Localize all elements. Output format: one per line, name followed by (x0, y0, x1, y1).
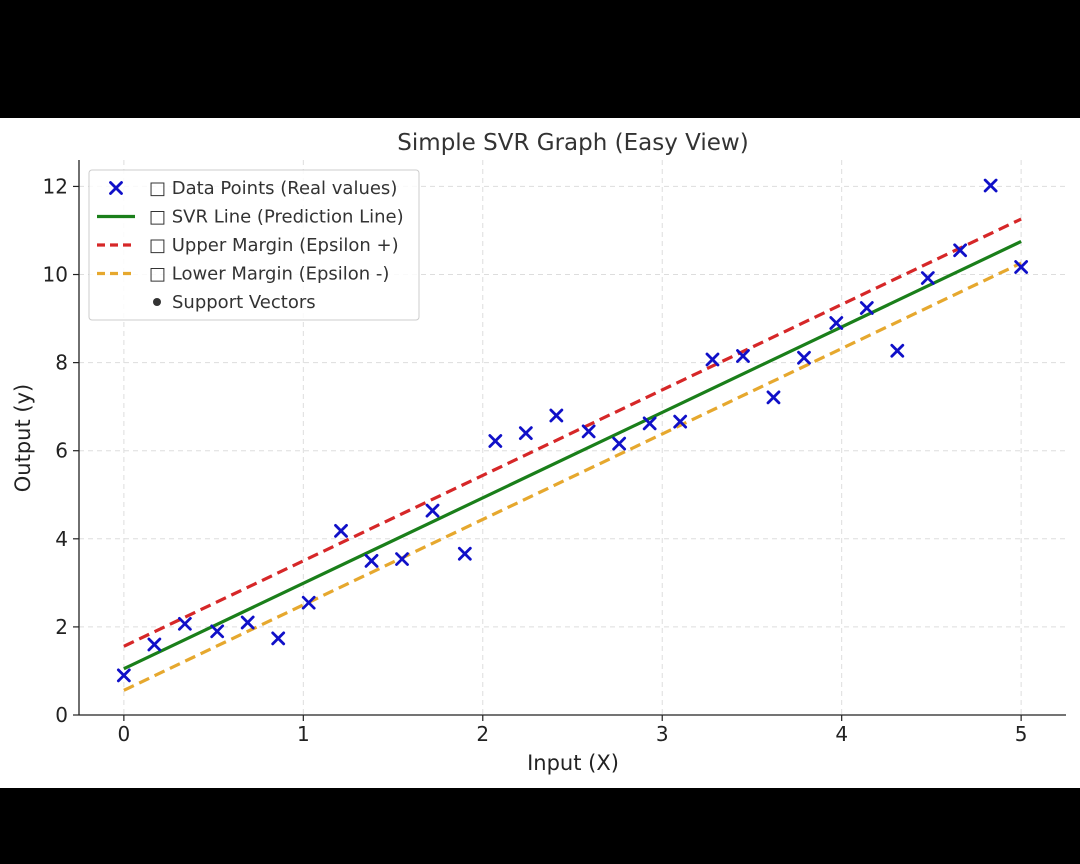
legend-item: Support Vectors (153, 292, 316, 313)
point-x-stroke-b (581, 424, 596, 439)
data-point (642, 416, 657, 431)
point-x-stroke-b (797, 350, 811, 365)
data-point (766, 390, 781, 405)
data-point (240, 615, 255, 630)
data-point (177, 616, 192, 631)
y-tick-label: 0 (55, 703, 68, 727)
point-x-stroke-b (457, 546, 472, 561)
x-tick-label: 5 (1015, 722, 1028, 746)
data-point (364, 553, 379, 568)
x-axis-label: Input (X) (527, 751, 619, 775)
point-x-stroke-b (518, 426, 533, 440)
data-point (334, 523, 348, 538)
y-tick-label: 10 (43, 263, 68, 287)
point-x-stroke-b (890, 343, 905, 358)
point-x-stroke-b (983, 178, 998, 193)
axes (73, 160, 1066, 721)
y-tick-label: 12 (43, 174, 68, 198)
point-x-stroke-b (240, 615, 255, 630)
legend-label: □ Lower Margin (Epsilon -) (149, 264, 389, 285)
point-x-stroke-b (147, 637, 162, 652)
data-point (797, 350, 811, 365)
point-x-stroke-b (210, 624, 225, 639)
y-tick-label: 8 (55, 351, 68, 375)
data-point (581, 424, 596, 439)
legend-label: □ Upper Margin (Epsilon +) (149, 235, 399, 256)
data-point (210, 624, 225, 639)
point-x-stroke-b (271, 631, 286, 646)
legend-label: □ SVR Line (Prediction Line) (149, 207, 404, 228)
legend-box (88, 169, 420, 321)
chart-title: Simple SVR Graph (Easy View) (397, 130, 748, 156)
data-point (983, 178, 998, 193)
y-axis-label: Output (y) (11, 384, 35, 492)
data-point (890, 343, 905, 358)
legend-item: □ SVR Line (Prediction Line) (97, 207, 404, 228)
data-point (953, 243, 968, 258)
point-x-stroke-b (364, 553, 379, 568)
data-point (116, 668, 131, 683)
legend-item: □ Upper Margin (Epsilon +) (97, 235, 399, 256)
x-tick-label: 1 (297, 722, 310, 746)
chart-canvas: Simple SVR Graph (Easy View) 0 1 2 3 4 502468… (11, 130, 1066, 775)
series-layer (116, 178, 1029, 692)
data-point (271, 631, 286, 646)
data-point (425, 503, 440, 518)
point-x-stroke-b (395, 552, 409, 566)
point-x-stroke-b (301, 595, 316, 610)
legend-item: □ Data Points (Real values) (109, 178, 397, 199)
data-point (829, 316, 844, 330)
point-x-stroke-b (334, 523, 348, 538)
point-x-stroke-b (766, 390, 781, 405)
point-x-stroke-b (177, 616, 192, 631)
series-line (123, 261, 1022, 692)
x-tick-label: 4 (835, 722, 848, 746)
point-x-stroke-b (920, 271, 935, 285)
y-tick-label: 6 (55, 439, 68, 463)
data-point (705, 352, 720, 367)
point-x-stroke-b (549, 408, 564, 423)
legend-label: Support Vectors (172, 292, 316, 313)
data-point (457, 546, 472, 561)
y-tick-label: 2 (55, 615, 68, 639)
data-point (859, 301, 874, 315)
data-point (147, 637, 162, 652)
point-x-stroke-b (705, 352, 720, 367)
point-x-stroke-b (673, 414, 688, 429)
point-x-stroke-b (953, 243, 968, 258)
data-point (301, 595, 316, 610)
x-tick-label: 0 (117, 722, 130, 746)
point-x-stroke-b (488, 434, 503, 448)
data-point (673, 414, 688, 429)
legend-x-swatch-stroke-b (109, 181, 123, 195)
point-x-stroke-b (736, 349, 750, 363)
data-point (612, 436, 627, 451)
series-line (123, 217, 1022, 648)
data-point (549, 408, 564, 423)
legend-label: □ Data Points (Real values) (149, 178, 397, 199)
data-point (920, 271, 935, 285)
legend-item: □ Lower Margin (Epsilon -) (97, 264, 389, 285)
data-point (395, 552, 409, 566)
point-x-stroke-b (829, 316, 844, 330)
x-tick-label: 3 (656, 722, 669, 746)
data-point (1014, 260, 1029, 274)
point-x-stroke-b (425, 503, 440, 518)
point-x-stroke-b (642, 416, 657, 431)
data-point (736, 349, 750, 363)
point-x-stroke-b (859, 301, 874, 315)
legend-dot-swatch (153, 298, 161, 306)
point-x-stroke-b (1014, 260, 1029, 274)
y-tick-label: 4 (55, 527, 68, 551)
point-x-stroke-b (612, 436, 627, 451)
data-point (518, 426, 533, 440)
data-point (488, 434, 503, 448)
point-x-stroke-b (116, 668, 131, 683)
x-tick-label: 2 (476, 722, 489, 746)
legend: □ Data Points (Real values) □ SVR Line (P… (88, 169, 420, 321)
